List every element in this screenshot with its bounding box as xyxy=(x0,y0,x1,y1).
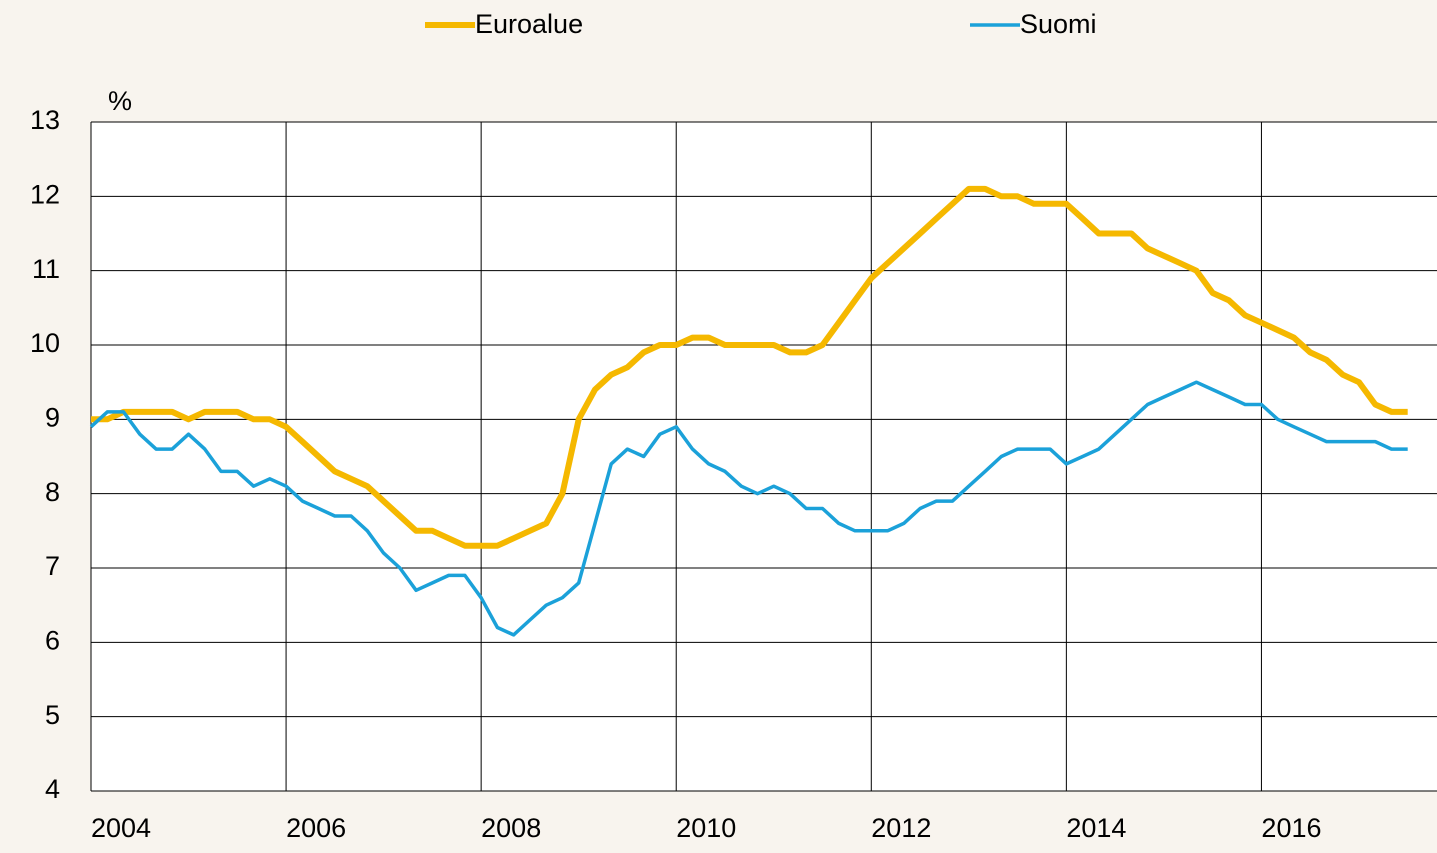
plot-area xyxy=(91,122,1437,791)
y-tick-label: 13 xyxy=(30,105,60,135)
y-axis-label: % xyxy=(108,86,132,116)
y-tick-label: 8 xyxy=(45,477,60,507)
y-tick-label: 7 xyxy=(45,551,60,581)
x-tick-label: 2006 xyxy=(286,813,346,843)
x-tick-label: 2010 xyxy=(676,813,736,843)
y-tick-label: 10 xyxy=(30,328,60,358)
y-tick-label: 12 xyxy=(30,179,60,209)
y-tick-label: 4 xyxy=(45,774,60,804)
y-tick-label: 5 xyxy=(45,700,60,730)
legend-label: Suomi xyxy=(1020,9,1097,39)
y-tick-label: 9 xyxy=(45,402,60,432)
x-tick-label: 2014 xyxy=(1066,813,1126,843)
x-tick-label: 2008 xyxy=(481,813,541,843)
y-tick-label: 11 xyxy=(32,254,60,284)
x-tick-label: 2004 xyxy=(91,813,151,843)
x-tick-label: 2016 xyxy=(1261,813,1321,843)
legend-label: Euroalue xyxy=(475,9,583,39)
y-tick-label: 6 xyxy=(45,625,60,655)
line-series xyxy=(89,380,1408,637)
x-tick-label: 2012 xyxy=(871,813,931,843)
line-series xyxy=(91,185,1408,549)
